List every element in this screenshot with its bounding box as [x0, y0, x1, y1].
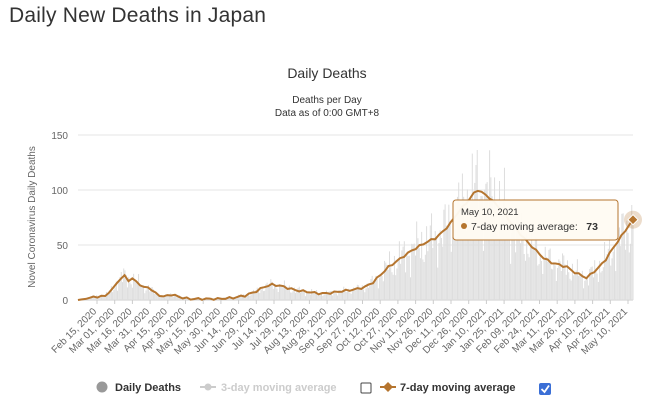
- chart-subtitle-line1: Deaths per Day: [292, 95, 361, 106]
- tooltip-date: May 10, 2021: [461, 207, 519, 218]
- seven-day-average-line: [77, 189, 634, 301]
- hover-point-marker[interactable]: [627, 213, 639, 226]
- y-tick-label: 0: [62, 296, 68, 307]
- legend-label[interactable]: 7-day moving average: [400, 382, 516, 394]
- moving-average-series: [77, 189, 642, 301]
- legend-item-7-day-average[interactable]: 7-day moving average: [380, 382, 551, 395]
- tooltip-value: 73: [586, 221, 598, 233]
- tooltip-box: [452, 199, 619, 241]
- page-title: Daily New Deaths in Japan: [9, 4, 267, 27]
- y-axis-label: Novel Coronavirus Daily Deaths: [27, 146, 38, 288]
- checkmark-icon: [540, 384, 550, 394]
- legend-item-daily-deaths[interactable]: Daily Deaths: [96, 381, 182, 395]
- legend-marker-icon: [204, 383, 212, 391]
- legend-marker-icon: [96, 381, 108, 393]
- tooltip: May 10, 2021 7-day moving average: 73: [452, 199, 619, 241]
- legend-diamond-icon: [383, 382, 393, 392]
- tooltip-row: 7-day moving average: 73: [471, 217, 598, 234]
- y-tick-label: 150: [51, 131, 68, 142]
- legend-item-3-day-average[interactable]: 3-day moving average: [200, 382, 372, 394]
- y-tick-label: 100: [51, 186, 68, 197]
- tooltip-bullet-icon: [461, 223, 467, 229]
- legend-label[interactable]: 3-day moving average: [221, 382, 337, 394]
- y-axis: 0 50 100 150: [51, 131, 68, 307]
- legend: Daily Deaths 3-day moving average 7-day …: [96, 381, 551, 395]
- legend-label[interactable]: Daily Deaths: [115, 382, 181, 394]
- tooltip-series-label: 7-day moving average:: [471, 221, 578, 233]
- checkbox-3-day-average[interactable]: [360, 382, 372, 394]
- y-tick-label: 50: [57, 241, 69, 252]
- chart-title: Daily Deaths: [287, 65, 366, 81]
- checkbox-7-day-average[interactable]: [539, 383, 551, 395]
- chart-subtitle-line2: Data as of 0:00 GMT+8: [275, 108, 380, 119]
